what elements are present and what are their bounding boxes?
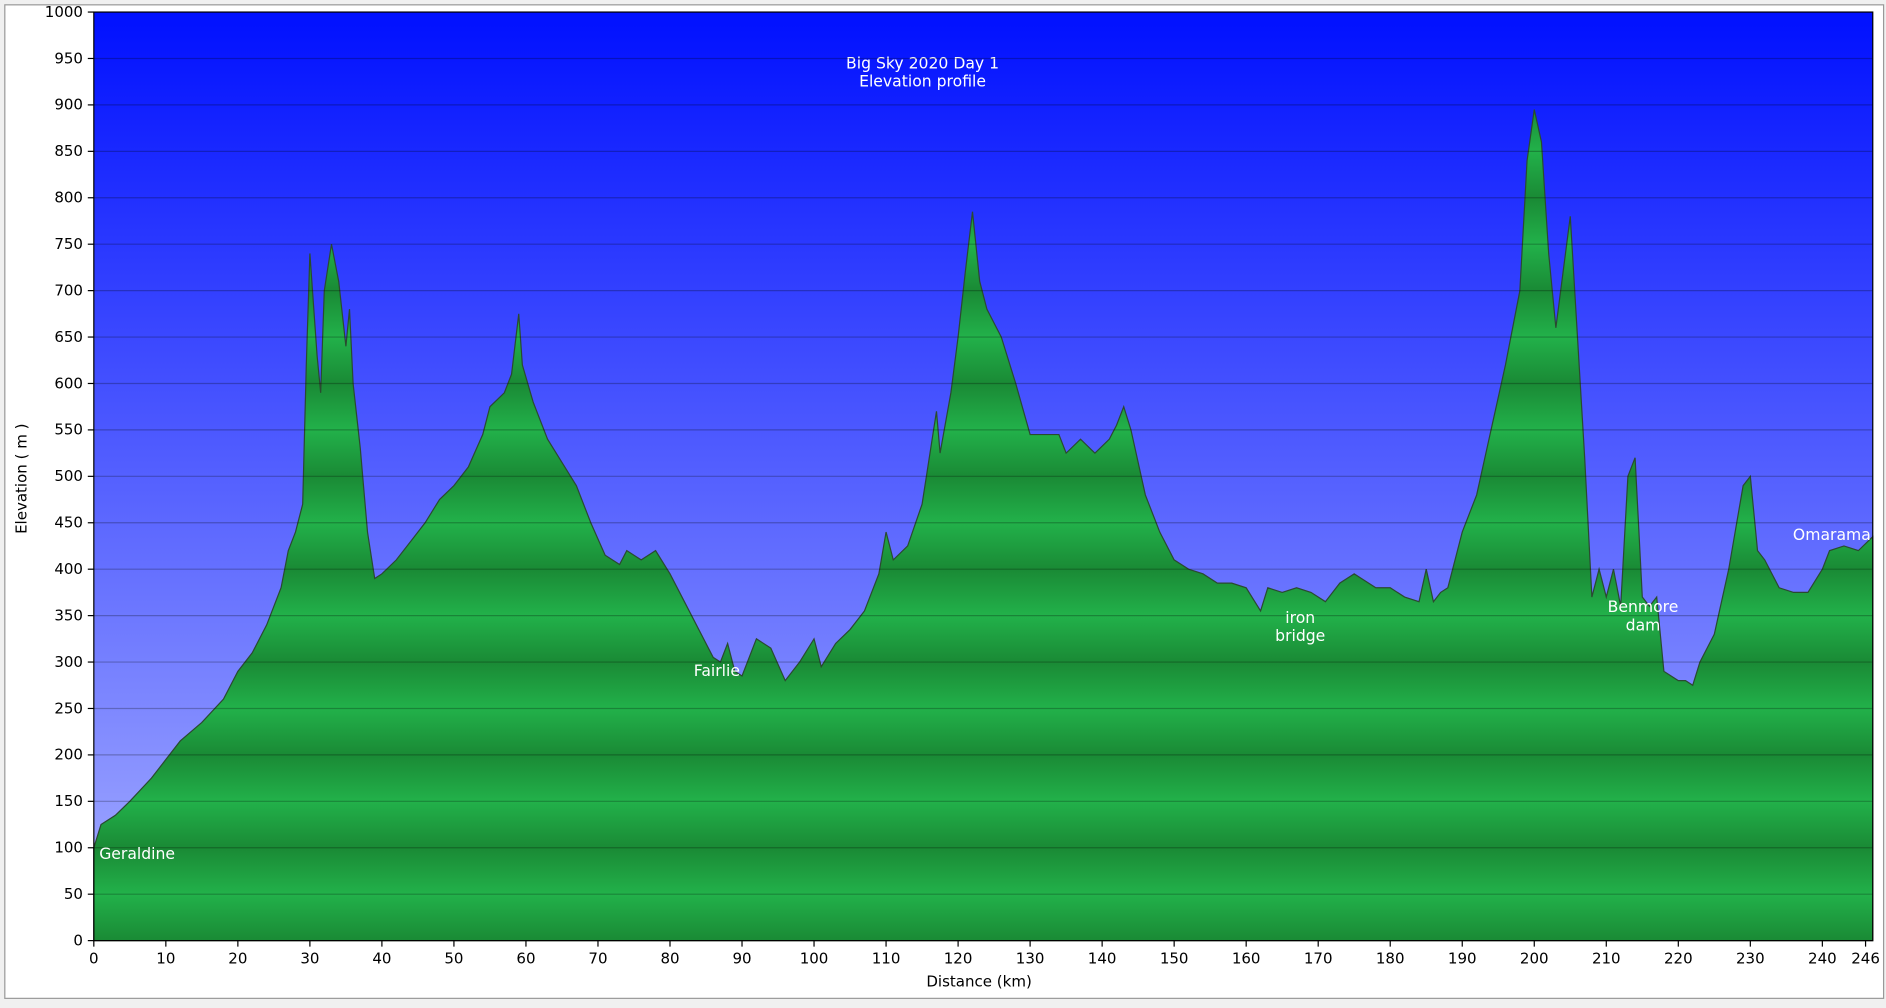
x-tick-label: 246 [1851, 949, 1880, 967]
x-tick-label: 80 [660, 949, 679, 967]
y-tick-label: 600 [54, 374, 83, 392]
elevation-area [93, 109, 1874, 942]
y-tick-label: 400 [54, 560, 83, 578]
x-tick-label: 190 [1448, 949, 1477, 967]
y-tick-label: 950 [54, 49, 83, 67]
x-tick-label: 50 [444, 949, 463, 967]
x-tick-label: 60 [516, 949, 535, 967]
y-tick-label: 700 [54, 281, 83, 299]
y-tick-label: 650 [54, 328, 83, 346]
y-tick-label: 900 [54, 96, 83, 114]
y-tick-label: 150 [54, 792, 83, 810]
annotation: Benmore [1608, 597, 1679, 616]
annotation: bridge [1275, 626, 1325, 645]
x-tick-label: 30 [300, 949, 319, 967]
x-tick-label: 130 [1016, 949, 1045, 967]
x-tick-label: 200 [1520, 949, 1549, 967]
y-tick-label: 50 [64, 885, 83, 903]
y-tick-label: 100 [54, 839, 83, 857]
chart-title: Big Sky 2020 Day 1 [846, 54, 999, 73]
y-tick-label: 1000 [45, 3, 83, 21]
title-block: Big Sky 2020 Day 1 Elevation profile [846, 54, 999, 91]
x-tick-label: 40 [372, 949, 391, 967]
y-tick-label: 850 [54, 142, 83, 160]
annotation: Geraldine [99, 844, 175, 863]
x-tick-label: 170 [1304, 949, 1333, 967]
y-axis-label: Elevation ( m ) [12, 424, 30, 534]
y-tick-label: 200 [54, 746, 83, 764]
y-tick-label: 350 [54, 606, 83, 624]
x-tick-label: 100 [800, 949, 829, 967]
x-tick-label: 160 [1232, 949, 1261, 967]
y-tick-label: 550 [54, 421, 83, 439]
x-tick-label: 110 [872, 949, 901, 967]
x-tick-label: 240 [1808, 949, 1837, 967]
x-axis-label: Distance (km) [926, 972, 1031, 990]
x-tick-label: 220 [1664, 949, 1693, 967]
annotation: dam [1626, 615, 1661, 634]
x-tick-label: 10 [156, 949, 175, 967]
x-tick-label: 20 [228, 949, 247, 967]
chart-subtitle: Elevation profile [859, 72, 986, 91]
x-tick-label: 230 [1736, 949, 1765, 967]
annotation: Fairlie [694, 661, 740, 680]
x-tick-label: 150 [1160, 949, 1189, 967]
plot-frame [93, 11, 1874, 942]
x-tick-label: 210 [1592, 949, 1621, 967]
y-tick-label: 300 [54, 653, 83, 671]
x-tick-label: 0 [89, 949, 99, 967]
annotation: Omarama [1793, 525, 1871, 544]
y-tick-label: 500 [54, 467, 83, 485]
y-tick-label: 450 [54, 514, 83, 532]
y-tick-label: 750 [54, 235, 83, 253]
x-tick-label: 140 [1088, 949, 1117, 967]
y-tick-label: 800 [54, 189, 83, 207]
x-tick-label: 120 [944, 949, 973, 967]
x-tick-label: 70 [588, 949, 607, 967]
y-tick-label: 250 [54, 699, 83, 717]
x-tick-label: 180 [1376, 949, 1405, 967]
y-tick-label: 0 [73, 931, 83, 949]
annotation: iron [1285, 608, 1315, 627]
x-tick-label: 90 [732, 949, 751, 967]
